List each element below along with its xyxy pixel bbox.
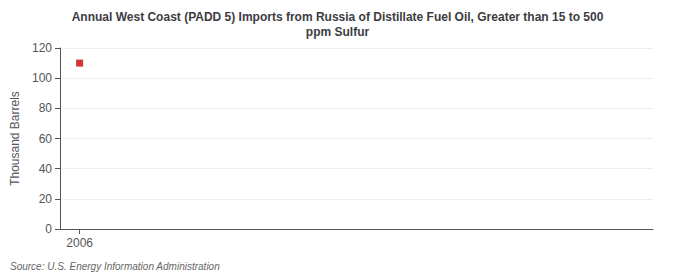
- svg-text:80: 80: [39, 101, 53, 115]
- svg-text:60: 60: [39, 132, 53, 146]
- svg-text:100: 100: [32, 71, 52, 85]
- svg-text:Source: U.S. Energy Informatio: Source: U.S. Energy Information Administ…: [10, 261, 220, 272]
- svg-text:20: 20: [39, 192, 53, 206]
- svg-text:ppm Sulfur: ppm Sulfur: [306, 25, 370, 39]
- svg-text:0: 0: [45, 222, 52, 236]
- svg-text:Annual West Coast (PADD 5) Imp: Annual West Coast (PADD 5) Imports from …: [72, 10, 604, 24]
- svg-text:120: 120: [32, 41, 52, 55]
- svg-text:2006: 2006: [66, 236, 93, 250]
- svg-text:Thousand Barrels: Thousand Barrels: [8, 91, 22, 186]
- svg-text:40: 40: [39, 162, 53, 176]
